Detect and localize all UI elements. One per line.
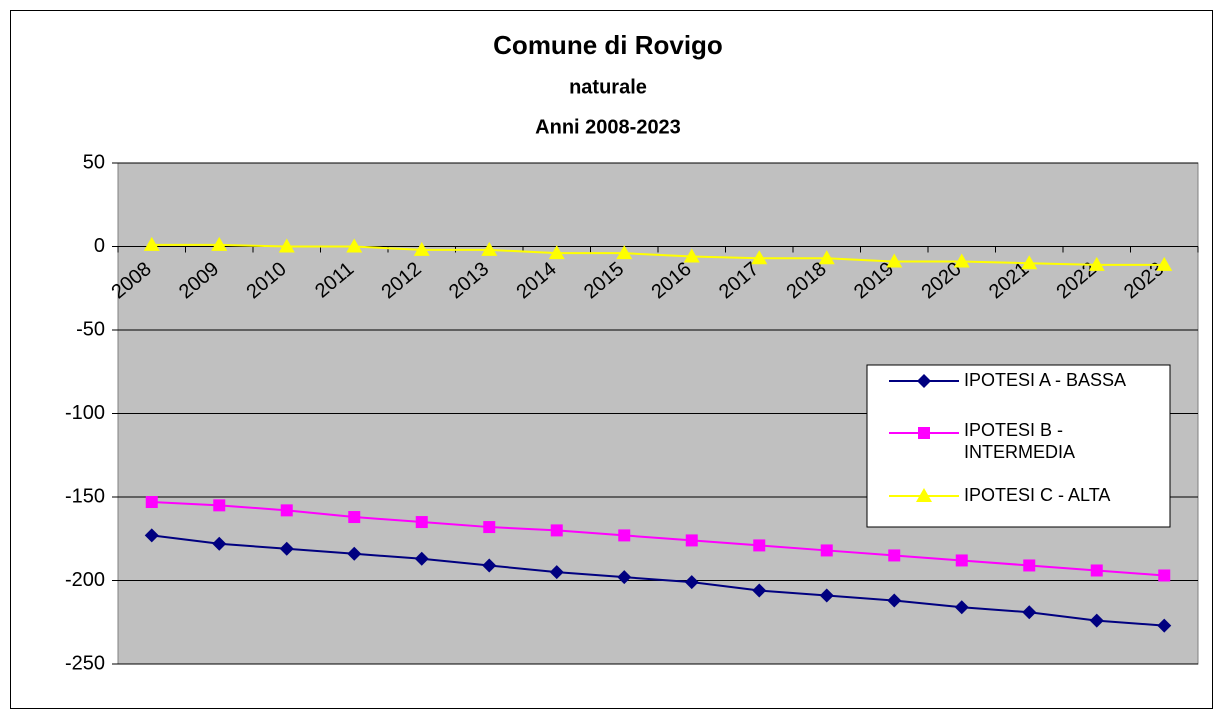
- marker: [550, 524, 563, 537]
- marker: [1157, 618, 1172, 633]
- y-tick-label: 50: [83, 151, 105, 173]
- chart-title: Comune di Rovigo: [493, 30, 723, 60]
- marker: [683, 248, 700, 263]
- y-tick-label: -50: [76, 318, 105, 340]
- marker: [1089, 613, 1104, 628]
- marker: [618, 529, 631, 542]
- legend-label: IPOTESI A - BASSA: [964, 370, 1126, 390]
- marker: [818, 250, 835, 265]
- marker: [414, 551, 429, 566]
- marker: [481, 241, 498, 256]
- marker: [918, 427, 930, 439]
- chart-subtitle: naturale: [569, 76, 647, 98]
- marker: [819, 588, 834, 603]
- marker: [212, 536, 227, 551]
- legend-box: [866, 364, 1171, 528]
- marker: [753, 539, 766, 552]
- marker: [888, 549, 901, 562]
- series-line: [151, 501, 1165, 577]
- marker: [1090, 564, 1103, 577]
- marker: [279, 541, 294, 556]
- marker: [1158, 569, 1171, 582]
- marker: [916, 488, 932, 502]
- y-tick-label: -200: [65, 569, 105, 591]
- marker: [954, 600, 969, 615]
- y-tick-label: 0: [94, 235, 105, 257]
- marker: [143, 236, 160, 251]
- marker: [752, 583, 767, 598]
- marker: [886, 253, 903, 268]
- marker: [548, 245, 565, 260]
- marker: [482, 558, 497, 573]
- y-tick-label: -150: [65, 485, 105, 507]
- legend-label: IPOTESI B -INTERMEDIA: [964, 420, 1075, 462]
- marker: [413, 241, 430, 256]
- marker: [549, 565, 564, 580]
- marker: [145, 496, 158, 509]
- chart-subtitle: Anni 2008-2023: [535, 116, 681, 138]
- marker: [684, 575, 699, 590]
- marker: [751, 250, 768, 265]
- marker: [348, 511, 361, 524]
- marker: [415, 516, 428, 529]
- y-tick-label: -250: [65, 652, 105, 674]
- marker: [1022, 605, 1037, 620]
- marker: [917, 374, 931, 388]
- marker: [347, 546, 362, 561]
- marker: [280, 504, 293, 517]
- y-tick-label: -100: [65, 402, 105, 424]
- marker: [616, 245, 633, 260]
- marker: [483, 521, 496, 534]
- marker: [144, 528, 159, 543]
- marker: [1021, 255, 1038, 270]
- marker: [346, 238, 363, 253]
- marker: [1023, 559, 1036, 572]
- series-line: [151, 534, 1165, 627]
- marker: [820, 544, 833, 557]
- marker: [213, 499, 226, 512]
- series-line: [151, 243, 1165, 266]
- marker: [953, 253, 970, 268]
- marker: [278, 238, 295, 253]
- marker: [955, 554, 968, 567]
- marker: [1088, 256, 1105, 271]
- legend-label: IPOTESI C - ALTA: [964, 485, 1110, 505]
- marker: [1156, 256, 1173, 271]
- marker: [685, 534, 698, 547]
- marker: [617, 570, 632, 585]
- marker: [211, 236, 228, 251]
- marker: [887, 593, 902, 608]
